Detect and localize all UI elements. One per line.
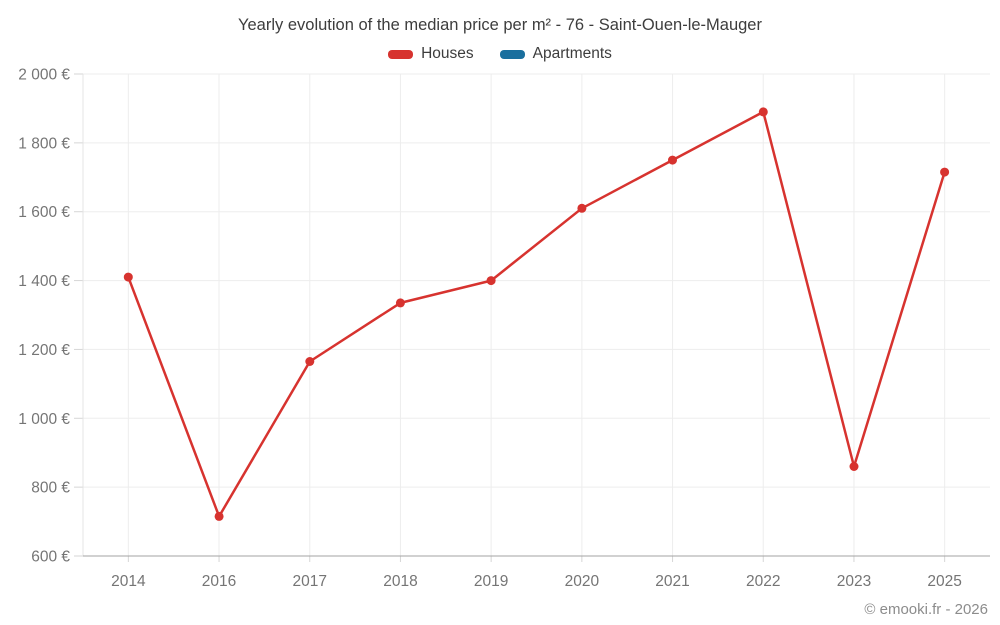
chart-title: Yearly evolution of the median price per… xyxy=(238,16,762,34)
copyright-watermark: © emooki.fr - 2026 xyxy=(864,601,988,618)
y-axis-label: 600 € xyxy=(31,549,70,566)
y-gridlines: 600 € 800 € 1 000 € 1 200 € 1 400 € 1 600 € 1 … xyxy=(18,67,990,566)
chart-legend: Houses Apartments xyxy=(0,45,1000,63)
y-axis-label: 800 € xyxy=(31,480,70,497)
legend-label-houses: Houses xyxy=(421,45,474,62)
y-axis-label: 2 000 € xyxy=(18,67,70,84)
data-point-2018 xyxy=(395,298,405,308)
y-axis-label: 1 200 € xyxy=(18,342,70,359)
x-axis-label: 2017 xyxy=(293,573,327,590)
x-axis-label: 2019 xyxy=(474,573,508,590)
data-point-2017 xyxy=(305,357,315,366)
data-point-2016 xyxy=(214,511,224,521)
x-axis-label: 2023 xyxy=(837,573,871,590)
data-point-2023 xyxy=(849,462,859,471)
data-point-2025 xyxy=(940,167,950,177)
x-axis-label: 2016 xyxy=(202,573,236,590)
y-axis-label: 1 000 € xyxy=(18,411,70,428)
data-point-2020 xyxy=(577,203,587,213)
y-axis-label: 1 400 € xyxy=(18,273,70,290)
legend-item-houses[interactable]: Houses xyxy=(388,45,474,63)
apartments-swatch-icon xyxy=(499,49,525,59)
houses-line xyxy=(127,110,946,518)
x-axis-label: 2021 xyxy=(655,573,689,590)
x-axis-label: 2014 xyxy=(111,573,146,590)
data-point-2014 xyxy=(123,272,133,282)
y-axis-label: 1 600 € xyxy=(18,204,70,221)
x-axis-label: 2020 xyxy=(565,573,600,590)
data-point-2019 xyxy=(486,276,496,286)
x-axis-label: 2018 xyxy=(383,573,417,590)
legend-label-apartments: Apartments xyxy=(532,45,612,62)
x-axis-label: 2025 xyxy=(927,573,961,590)
x-axis-label: 2022 xyxy=(746,573,780,590)
data-point-2021 xyxy=(668,155,677,165)
x-gridlines: 2014 2016 2017 2018 2019 2020 2021 2022 2023 2025 xyxy=(111,74,962,590)
series-houses xyxy=(123,107,950,521)
y-axis-label: 1 800 € xyxy=(18,135,70,152)
houses-swatch-icon xyxy=(388,49,414,59)
data-point-2022 xyxy=(758,107,768,117)
legend-item-apartments[interactable]: Apartments xyxy=(499,45,612,63)
